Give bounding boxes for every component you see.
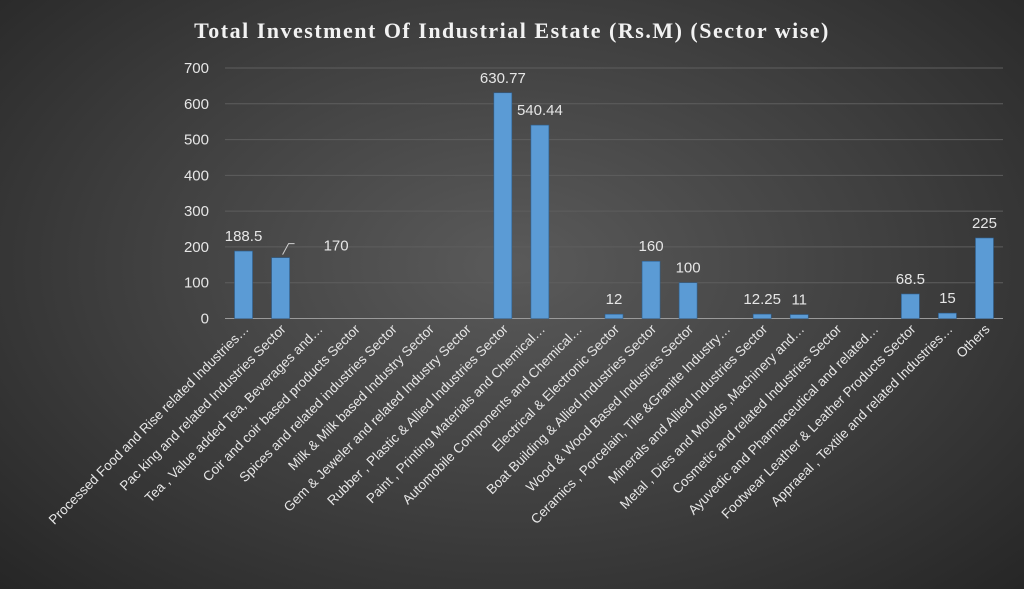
bar — [641, 260, 661, 319]
data-label: 12.25 — [743, 291, 781, 308]
bar — [271, 257, 290, 319]
data-label: 11 — [791, 292, 807, 309]
data-label: 160 — [639, 238, 664, 255]
data-label: 12 — [606, 291, 623, 308]
bar — [901, 293, 920, 319]
bar — [493, 92, 513, 319]
bar — [789, 314, 809, 319]
bars — [234, 92, 994, 319]
y-tick-label: 500 — [184, 132, 209, 149]
y-axis-ticks: 0 100 200 300 400 500 600 700 — [184, 60, 209, 328]
bar — [234, 250, 253, 319]
chart-title: Total Investment Of Industrial Estate (R… — [194, 18, 830, 43]
y-tick-label: 700 — [184, 60, 209, 77]
x-axis-categories: Processed Food and Rise related Industri… — [46, 321, 993, 527]
y-tick-label: 400 — [184, 167, 209, 184]
data-label: 630.77 — [480, 70, 526, 87]
data-label-leader — [282, 243, 295, 255]
y-tick-label: 0 — [201, 311, 209, 328]
data-labels: 188.5 170 630.77 540.44 12 160 100 12.25 11 68.5 1… — [225, 70, 997, 309]
bar — [678, 282, 698, 319]
bar — [530, 124, 550, 319]
data-label: 68.5 — [896, 271, 925, 288]
bar — [752, 313, 772, 319]
x-category-label: Others — [953, 321, 992, 360]
bar — [975, 237, 994, 319]
y-tick-label: 600 — [184, 96, 209, 113]
data-label: 15 — [939, 290, 956, 307]
x-category-label: Boat Building & Allied Industries Sector — [484, 321, 660, 497]
bar — [604, 313, 624, 319]
gridlines — [225, 67, 1003, 319]
y-tick-label: 100 — [184, 275, 209, 292]
data-label: 540.44 — [517, 102, 563, 119]
y-tick-label: 300 — [184, 203, 209, 220]
data-label: 188.5 — [225, 228, 263, 245]
data-label: 225 — [972, 215, 997, 232]
data-label: 170 — [324, 238, 349, 255]
y-tick-label: 200 — [184, 239, 209, 256]
data-label: 100 — [676, 260, 701, 277]
bar — [938, 312, 957, 319]
